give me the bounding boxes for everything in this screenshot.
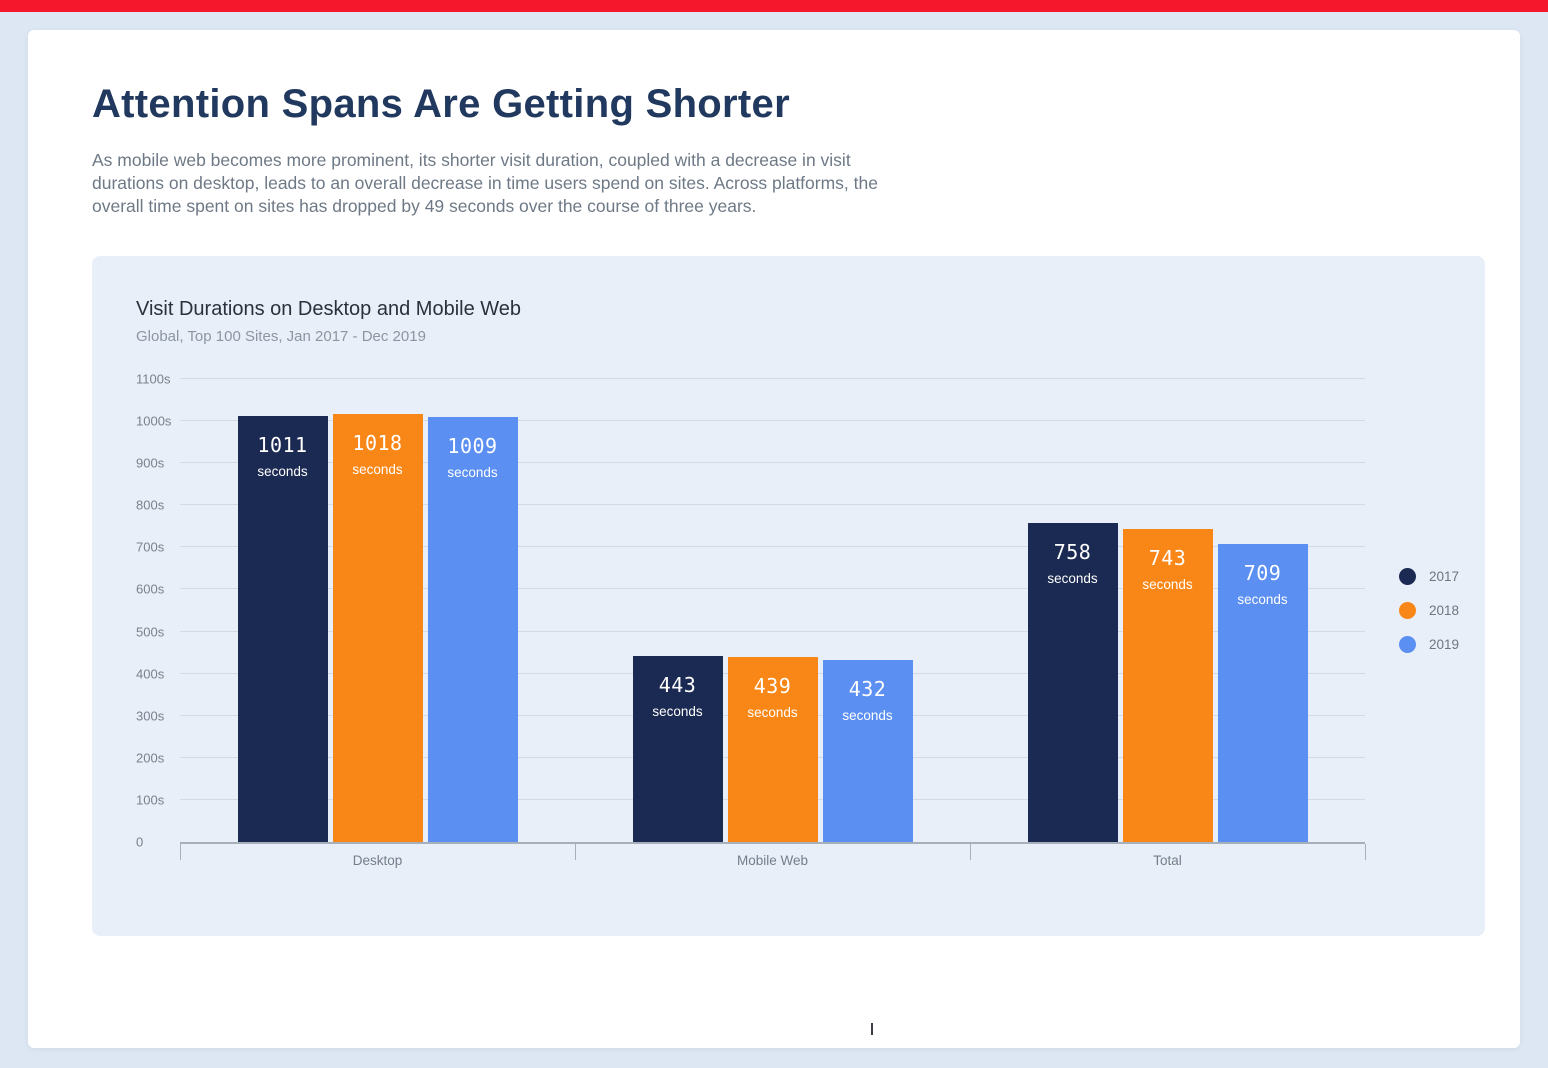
bar-2019-mobile-web: 432 seconds xyxy=(822,660,913,842)
category-label: Mobile Web xyxy=(736,853,809,868)
bar-unit-label: seconds xyxy=(842,708,893,724)
chart-title: Visit Durations on Desktop and Mobile We… xyxy=(136,298,522,320)
axis-tick xyxy=(574,844,576,860)
legend-label: 2018 xyxy=(1429,603,1460,618)
legend-swatch xyxy=(1399,636,1416,653)
bar-2017-desktop: 1011 seconds xyxy=(237,416,328,842)
bar-group: 1011 seconds 1018 seconds 1009 seconds xyxy=(180,379,575,842)
bar-2018-mobile-web: 439 seconds xyxy=(727,657,818,842)
gridline xyxy=(180,420,1365,422)
gridline xyxy=(180,546,1365,548)
y-axis-tick-label: 1100s xyxy=(136,371,171,387)
category-label: Desktop xyxy=(352,853,403,868)
legend-swatch xyxy=(1399,602,1416,619)
y-axis-tick-label: 1000s xyxy=(136,413,172,429)
gridline xyxy=(180,378,1365,379)
y-axis-tick-label: 500s xyxy=(136,624,165,640)
y-axis-labels: 0 100s 200s 300s 400s 500s 600s 700s 800s 900s 100… xyxy=(136,372,180,850)
bar-unit-label: seconds xyxy=(747,705,798,721)
y-axis-tick-label: 0 xyxy=(136,834,144,850)
bar-value-label: 443 xyxy=(658,672,697,697)
y-axis-tick-label: 100s xyxy=(136,792,165,808)
plot-area: 1011 seconds 1018 seconds 1009 seconds 443 seco… xyxy=(180,378,1365,842)
category-label: Total xyxy=(1153,853,1182,868)
bar-groups: 1011 seconds 1018 seconds 1009 seconds 443 seco… xyxy=(180,379,1365,842)
bar-2018-total: 743 seconds xyxy=(1122,529,1213,842)
bar-unit-label: seconds xyxy=(652,703,703,719)
bar-unit-label: seconds xyxy=(1047,570,1098,586)
axis-tick xyxy=(970,844,971,860)
chart-body: 0 100s 200s 300s 400s 500s 600s 700s 800s 900s 100… xyxy=(136,372,1485,850)
bar-unit-label: seconds xyxy=(257,464,308,480)
chart-subtitle: Global, Top 100 Sites, Jan 2017 - Dec 20… xyxy=(136,328,426,345)
page-description: As mobile web becomes more prominent, it… xyxy=(92,150,878,216)
gridline xyxy=(180,462,1365,464)
bar-value-label: 439 xyxy=(753,674,792,699)
bar-value-label: 758 xyxy=(1053,539,1092,564)
bar-unit-label: seconds xyxy=(352,461,403,477)
bar-group: 758 seconds 743 seconds 709 seconds xyxy=(970,379,1365,842)
x-axis: Desktop Mobile Web Total xyxy=(180,842,1366,878)
y-axis-tick-label: 400s xyxy=(136,666,165,682)
axis-tick xyxy=(1365,844,1366,860)
legend-label: 2019 xyxy=(1429,637,1460,652)
page-title: Attention Spans Are Getting Shorter xyxy=(92,82,790,126)
bar-2018-desktop: 1018 seconds xyxy=(332,413,423,842)
bar-group: 443 seconds 439 seconds 432 seconds xyxy=(575,379,970,842)
legend-item-2018: 2018 xyxy=(1399,602,1459,619)
bar-unit-label: seconds xyxy=(1237,591,1288,607)
legend-label: 2017 xyxy=(1429,569,1460,584)
bar-unit-label: seconds xyxy=(447,465,498,481)
axis-tick xyxy=(180,844,181,860)
bar-unit-label: seconds xyxy=(1142,577,1193,593)
bar-2019-desktop: 1009 seconds xyxy=(427,417,518,842)
y-axis-tick-label: 200s xyxy=(136,750,165,766)
bar-2019-total: 709 seconds xyxy=(1217,543,1308,842)
legend-item-2019: 2019 xyxy=(1399,636,1459,653)
bar-value-label: 1018 xyxy=(352,430,403,455)
gridline xyxy=(180,588,1365,590)
gridline xyxy=(180,630,1365,632)
y-axis-tick-label: 600s xyxy=(136,581,165,597)
legend: 2017 2018 2019 xyxy=(1399,568,1459,653)
bar-value-label: 432 xyxy=(848,677,887,702)
bar-value-label: 709 xyxy=(1243,560,1282,585)
bar-2017-mobile-web: 443 seconds xyxy=(632,655,723,842)
y-axis-tick-label: 900s xyxy=(136,455,165,471)
y-axis-tick-label: 700s xyxy=(136,539,165,555)
text-cursor xyxy=(871,1023,873,1035)
chart-panel: Visit Durations on Desktop and Mobile We… xyxy=(92,256,1485,936)
bar-value-label: 743 xyxy=(1148,546,1187,571)
y-axis-tick-label: 800s xyxy=(136,497,165,513)
legend-swatch xyxy=(1399,568,1416,585)
bar-value-label: 1009 xyxy=(447,434,498,459)
bar-value-label: 1011 xyxy=(257,433,308,458)
y-axis-tick-label: 300s xyxy=(136,708,165,724)
legend-item-2017: 2017 xyxy=(1399,568,1459,585)
gridline xyxy=(180,504,1365,506)
top-accent-bar xyxy=(0,0,1548,12)
content-card: Attention Spans Are Getting Shorter As m… xyxy=(28,30,1520,1048)
bar-2017-total: 758 seconds xyxy=(1027,522,1118,842)
